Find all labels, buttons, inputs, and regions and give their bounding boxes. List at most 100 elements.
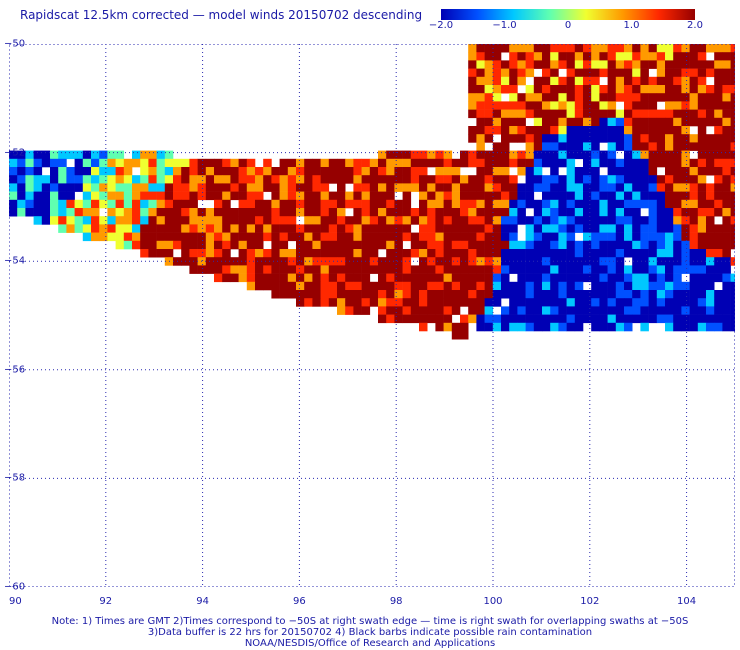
swath-cell	[25, 208, 34, 217]
swath-cell	[542, 224, 551, 233]
swath-cell	[615, 85, 625, 94]
swath-cell	[558, 158, 567, 168]
swath-cell	[517, 52, 526, 61]
swath-cell	[369, 208, 379, 217]
swath-cell	[402, 298, 412, 307]
swath-cell	[632, 232, 641, 242]
swath-cell	[230, 175, 239, 184]
swath-cell	[345, 265, 354, 274]
swath-cell	[673, 126, 682, 135]
swath-cell	[468, 150, 477, 160]
swath-cell	[238, 167, 248, 176]
swath-cell	[615, 257, 625, 266]
swath-cell	[386, 290, 395, 299]
swath-cell	[599, 208, 608, 217]
swath-cell	[460, 298, 469, 307]
swath-cell	[173, 224, 182, 233]
swath-cell	[476, 85, 485, 94]
swath-cell	[542, 117, 551, 127]
swath-cell	[615, 134, 625, 143]
swath-cell	[607, 158, 617, 168]
swath-cell	[648, 208, 658, 217]
swath-cell	[378, 298, 387, 307]
swath-cell	[697, 126, 707, 135]
swath-cell	[673, 68, 682, 78]
swath-cell	[353, 281, 362, 291]
swath-cell	[509, 93, 518, 102]
swath-cell	[714, 265, 723, 274]
swath-cell	[484, 158, 494, 168]
swath-cell	[246, 175, 256, 184]
swath-cell	[714, 167, 723, 176]
swath-cell	[328, 273, 338, 283]
swath-cell	[328, 249, 338, 258]
swath-cell	[484, 232, 494, 242]
swath-cell	[287, 167, 297, 176]
latitude-tick-label: −58	[4, 472, 26, 484]
swath-cell	[665, 60, 674, 69]
swath-cell	[525, 281, 535, 291]
swath-cell	[337, 224, 346, 233]
swath-cell	[66, 175, 75, 184]
swath-cell	[402, 265, 412, 274]
swath-cell	[689, 109, 699, 119]
swath-cell	[574, 314, 584, 324]
swath-cell	[312, 240, 321, 250]
swath-cell	[345, 249, 354, 258]
swath-cell	[583, 93, 592, 102]
swath-cell	[632, 240, 641, 250]
swath-cell	[476, 175, 485, 184]
swath-cell	[648, 306, 658, 315]
swath-cell	[222, 191, 231, 201]
swath-cell	[378, 199, 387, 209]
swath-cell	[689, 85, 699, 94]
colorbar-tick-label: 2.0	[687, 20, 703, 31]
swath-cell	[599, 60, 608, 69]
swath-cell	[492, 208, 502, 217]
swath-cell	[287, 273, 297, 283]
swath-cell	[599, 183, 608, 192]
swath-cell	[82, 150, 92, 160]
swath-cell	[460, 208, 469, 217]
swath-cell	[419, 257, 428, 266]
swath-cell	[607, 249, 617, 258]
swath-cell	[361, 183, 371, 192]
swath-cell	[550, 257, 559, 266]
swath-cell	[665, 322, 674, 332]
swath-cell	[583, 257, 592, 266]
swath-cell	[566, 306, 576, 315]
swath-cell	[435, 216, 444, 225]
swath-cell	[640, 298, 649, 307]
swath-cell	[173, 208, 182, 217]
swath-cell	[583, 68, 592, 78]
swath-cell	[99, 175, 108, 184]
swath-cell	[550, 183, 559, 192]
swath-cell	[353, 208, 362, 217]
swath-cell	[287, 257, 297, 266]
swath-cell	[66, 150, 75, 160]
swath-cell	[443, 257, 453, 266]
swath-cell	[320, 240, 330, 250]
swath-cell	[566, 183, 576, 192]
swath-cell	[337, 183, 346, 192]
swath-cell	[714, 85, 723, 94]
swath-cell	[566, 76, 576, 86]
swath-cell	[17, 191, 26, 201]
swath-cell	[714, 224, 723, 233]
swath-cell	[33, 216, 43, 225]
swath-cell	[386, 249, 395, 258]
swath-cell	[648, 60, 658, 69]
swath-cell	[222, 257, 231, 266]
swath-cell	[451, 281, 461, 291]
swath-cell	[246, 232, 256, 242]
swath-cell	[66, 183, 75, 192]
swath-cell	[591, 257, 600, 266]
swath-cell	[730, 101, 735, 110]
swath-cell	[665, 265, 674, 274]
swath-cell	[722, 93, 731, 102]
swath-cell	[624, 93, 633, 102]
swath-cell	[451, 290, 461, 299]
swath-cell	[632, 134, 641, 143]
swath-cell	[156, 191, 166, 201]
swath-cell	[435, 314, 444, 324]
